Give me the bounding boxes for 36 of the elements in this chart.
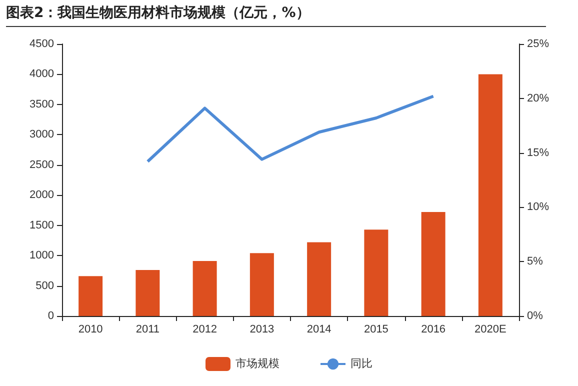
y-tick-label: 2500 bbox=[30, 158, 54, 171]
bar bbox=[78, 276, 103, 316]
x-tick-label: 2013 bbox=[250, 324, 274, 336]
bar bbox=[250, 253, 274, 316]
x-tick-label: 2014 bbox=[306, 324, 332, 336]
x-tick-label: 2012 bbox=[192, 324, 218, 336]
y-tick-label: 3500 bbox=[30, 98, 54, 110]
y2-tick-label: 25% bbox=[527, 38, 550, 50]
bar bbox=[478, 74, 502, 316]
y-tick-label: 0 bbox=[48, 310, 54, 322]
y-tick-label: 1500 bbox=[30, 219, 54, 232]
line-series bbox=[146, 94, 435, 164]
y2-tick-label: 5% bbox=[527, 256, 544, 268]
bar bbox=[136, 270, 160, 316]
legend-label: 同比 bbox=[350, 357, 372, 370]
legend-label: 市场规模 bbox=[236, 357, 280, 370]
y-tick-label: 500 bbox=[36, 280, 54, 292]
y2-tick-label: 20% bbox=[527, 92, 550, 104]
x-tick-label: 2011 bbox=[136, 324, 160, 336]
x-tick-label: 2015 bbox=[364, 324, 388, 336]
x-tick-label: 2016 bbox=[421, 324, 446, 336]
y-tick-label: 2000 bbox=[30, 189, 54, 202]
y-tick-label: 4000 bbox=[30, 68, 54, 80]
x-tick-label: 2020E bbox=[474, 324, 506, 336]
y2-tick-label: 0% bbox=[527, 310, 544, 322]
y2-tick-label: 15% bbox=[527, 146, 550, 159]
chart-title: 图表2：我国生物医用材料市场规模（亿元，%） bbox=[6, 4, 546, 27]
bar bbox=[421, 212, 446, 316]
bar bbox=[364, 230, 388, 316]
y2-tick-label: 10% bbox=[527, 201, 550, 214]
y-tick-label: 3000 bbox=[30, 128, 54, 141]
bar bbox=[307, 242, 332, 316]
x-tick-label: 2010 bbox=[78, 324, 103, 336]
y-tick-label: 1000 bbox=[30, 250, 54, 262]
y-tick-label: 4500 bbox=[30, 38, 54, 50]
bar bbox=[192, 260, 217, 316]
